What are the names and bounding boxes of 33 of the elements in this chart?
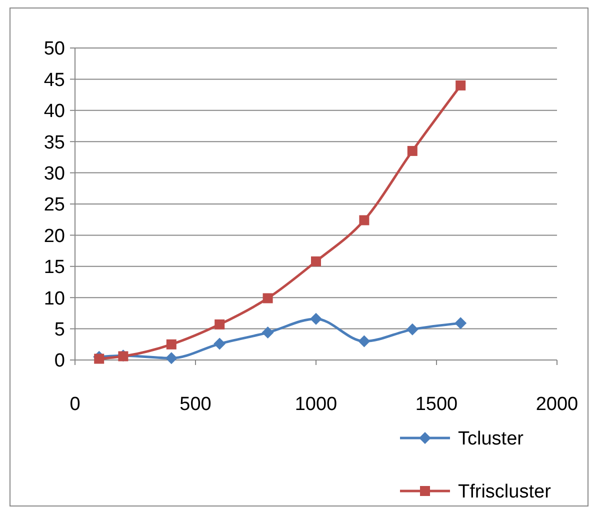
point — [407, 146, 418, 156]
x-tick-label: 2000 — [536, 394, 578, 415]
point — [214, 338, 226, 350]
x-tick-label: 1500 — [415, 394, 458, 415]
y-tick-label: 30 — [44, 163, 65, 184]
point — [94, 354, 104, 364]
x-tick-label: 1000 — [294, 394, 338, 415]
y-tick-label: 35 — [44, 132, 65, 154]
point — [311, 256, 321, 266]
point — [262, 326, 274, 339]
y-tick-label: 20 — [44, 226, 65, 247]
y-tick-label: 5 — [54, 319, 65, 340]
point — [262, 293, 273, 304]
point — [454, 317, 467, 330]
point — [166, 339, 176, 350]
y-tick-label: 10 — [44, 288, 65, 310]
y-tick-label: 45 — [44, 70, 65, 91]
y-tick-label: 40 — [44, 101, 65, 122]
point — [406, 323, 418, 336]
point — [358, 335, 370, 348]
y-tick-label: 25 — [44, 194, 65, 216]
y-tick-label: 50 — [44, 38, 65, 60]
x-tick-label: 500 — [180, 394, 212, 415]
y-tick-label: 0 — [54, 350, 65, 372]
point — [359, 215, 370, 226]
legend-label: Tfriscluster — [458, 482, 552, 503]
point — [214, 319, 225, 330]
x-tick-label: 0 — [70, 394, 80, 415]
y-tick-label: 15 — [44, 257, 65, 278]
point — [310, 312, 322, 325]
point — [165, 352, 178, 364]
legend-label: Tcluster — [458, 428, 524, 450]
point — [456, 80, 466, 90]
